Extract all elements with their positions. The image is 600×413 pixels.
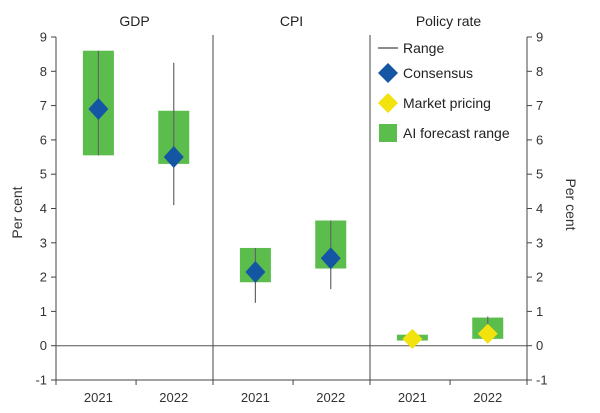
y-tick-label-right: 2 (536, 270, 543, 285)
panel-title: Policy rate (416, 13, 482, 29)
y-tick-label-right: -1 (536, 373, 548, 388)
legend-label-market: Market pricing (403, 95, 491, 111)
panel-title: GDP (119, 13, 149, 29)
legend-label-range: Range (403, 40, 444, 56)
legend-label-ai: AI forecast range (403, 125, 510, 141)
x-tick-label: 2021 (398, 390, 427, 405)
y-tick-label-right: 4 (536, 201, 543, 216)
y-axis-title-left: Per cent (9, 186, 25, 238)
x-tick-label: 2021 (241, 390, 270, 405)
panel-1 (82, 50, 190, 206)
y-tick-label-right: 1 (536, 304, 543, 319)
y-tick-label-right: 9 (536, 30, 543, 45)
x-tick-label: 2021 (84, 390, 113, 405)
legend-ai-swatch (379, 124, 397, 142)
y-tick-label-left: 0 (40, 338, 47, 353)
x-tick-label: 2022 (473, 390, 502, 405)
legend-label-consensus: Consensus (403, 65, 473, 81)
panel-3 (396, 316, 504, 349)
y-tick-label-left: 7 (40, 98, 47, 113)
marks-layer (82, 50, 504, 349)
y-tick-label-left: 1 (40, 304, 47, 319)
y-tick-label-right: 0 (536, 338, 543, 353)
panel-2 (239, 220, 347, 303)
y-tick-label-right: 5 (536, 167, 543, 182)
consensus-marker (320, 247, 341, 270)
y-tick-label-left: 5 (40, 167, 47, 182)
consensus-marker (245, 260, 266, 283)
y-tick-label-right: 8 (536, 64, 543, 79)
legend-market-swatch (378, 93, 398, 113)
y-tick-label-right: 3 (536, 235, 543, 250)
y-tick-label-left: -1 (35, 373, 47, 388)
y-tick-label-left: 3 (40, 235, 47, 250)
consensus-marker (163, 146, 184, 169)
panel-title: CPI (280, 13, 303, 29)
y-tick-label-left: 6 (40, 132, 47, 147)
legend-layer: Range Consensus Market pricing AI forecast … (378, 40, 510, 142)
market-pricing-marker (477, 323, 498, 344)
x-tick-label: 2022 (159, 390, 188, 405)
consensus-marker (88, 98, 109, 121)
y-tick-label-left: 8 (40, 64, 47, 79)
y-axis-title-right: Per cent (563, 178, 579, 230)
y-tick-label-left: 4 (40, 201, 47, 216)
y-tick-label-left: 2 (40, 270, 47, 285)
legend-consensus-swatch (378, 63, 398, 83)
y-tick-label-left: 9 (40, 30, 47, 45)
axis-layer: -1 -1 0 0 1 1 2 2 3 3 4 4 5 5 6 6 7 7 8 8 9 9 Per cent Per cent… (9, 13, 579, 405)
x-tick-label: 2022 (316, 390, 345, 405)
market-pricing-marker (402, 328, 423, 349)
y-tick-label-right: 6 (536, 132, 543, 147)
y-tick-label-right: 7 (536, 98, 543, 113)
